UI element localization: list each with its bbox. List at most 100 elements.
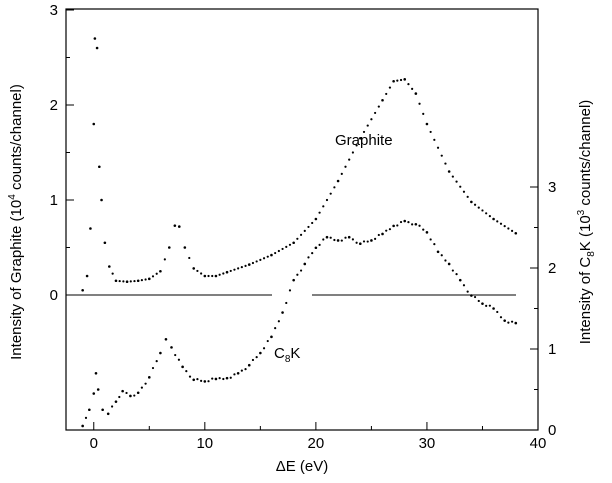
right-tick-label: 1	[548, 341, 556, 358]
series-label-graphite: Graphite	[335, 132, 393, 149]
data-point-graphite	[177, 225, 181, 228]
data-point-graphite	[325, 198, 329, 202]
data-point-graphite	[262, 257, 266, 260]
data-point-graphite	[311, 221, 314, 225]
data-point-graphite	[307, 225, 310, 229]
x-axis-ticks: 0 10 20 30 40	[90, 422, 546, 452]
data-point-graphite	[503, 225, 506, 228]
data-point-c8k	[296, 273, 299, 276]
data-point-graphite	[95, 46, 99, 50]
data-point-c8k	[399, 220, 403, 224]
data-point-graphite	[140, 279, 143, 282]
data-point-c8k	[281, 311, 284, 314]
data-point-c8k	[403, 219, 407, 223]
data-point-graphite	[344, 165, 347, 168]
data-point-graphite	[237, 267, 240, 270]
data-point-graphite	[470, 200, 473, 204]
data-point-c8k	[214, 377, 218, 381]
data-point-graphite	[173, 224, 177, 227]
data-point-graphite	[167, 246, 171, 249]
data-point-c8k	[196, 378, 199, 381]
x-axis-title: ΔE (eV)	[276, 458, 329, 475]
data-point-graphite	[292, 241, 295, 245]
data-point-c8k	[188, 375, 192, 378]
data-point-c8k	[418, 224, 421, 227]
data-point-graphite	[422, 112, 425, 115]
data-point-c8k	[440, 254, 443, 257]
left-tick-label: 0	[50, 287, 58, 304]
data-point-c8k	[303, 262, 307, 266]
data-point-c8k	[236, 372, 240, 375]
data-point-c8k	[203, 380, 207, 383]
data-point-c8k	[218, 377, 221, 380]
data-point-c8k	[507, 321, 510, 324]
data-point-graphite	[296, 237, 299, 240]
data-point-c8k	[492, 307, 495, 310]
data-point-c8k	[155, 360, 158, 363]
data-point-c8k	[444, 259, 447, 262]
data-point-c8k	[92, 392, 96, 395]
data-point-c8k	[81, 424, 84, 428]
data-point-graphite	[118, 279, 121, 283]
data-point-graphite	[329, 192, 332, 195]
data-point-c8k	[106, 412, 110, 416]
data-point-graphite	[136, 279, 140, 283]
data-point-c8k	[151, 366, 155, 370]
data-point-c8k	[455, 273, 458, 276]
data-point-graphite	[340, 172, 343, 175]
data-point-graphite	[277, 249, 280, 253]
data-point-c8k	[374, 237, 377, 240]
left-axis-title: Intensity of Graphite (104 counts/channe…	[7, 84, 25, 360]
data-point-graphite	[318, 211, 321, 214]
data-point-graphite	[440, 154, 443, 157]
data-point-graphite	[411, 87, 414, 90]
data-point-graphite	[270, 253, 273, 257]
data-point-c8k	[84, 416, 88, 419]
data-point-c8k	[255, 356, 258, 359]
data-point-c8k	[366, 240, 369, 243]
data-point-graphite	[222, 272, 225, 275]
data-point-graphite	[285, 245, 288, 248]
data-point-graphite	[433, 138, 436, 141]
data-point-graphite	[436, 146, 440, 149]
data-point-graphite	[374, 111, 377, 115]
data-point-graphite	[281, 247, 284, 251]
data-point-graphite	[111, 272, 114, 275]
data-point-graphite	[303, 229, 306, 232]
data-point-graphite	[218, 273, 221, 276]
data-point-c8k	[333, 238, 336, 242]
data-point-c8k	[392, 224, 395, 228]
data-point-graphite	[266, 255, 269, 258]
data-point-c8k	[94, 372, 98, 375]
data-point-c8k	[185, 370, 188, 373]
data-point-graphite	[192, 267, 196, 270]
data-point-graphite	[98, 165, 101, 169]
data-point-graphite	[477, 206, 480, 209]
data-point-graphite	[288, 243, 292, 246]
right-axis-title: Intensity of C8K (103 counts/channel)	[576, 100, 597, 345]
data-point-graphite	[211, 274, 214, 278]
data-point-c8k	[503, 319, 506, 322]
data-point-c8k	[285, 301, 288, 305]
data-point-graphite	[396, 79, 399, 82]
data-point-graphite	[418, 102, 421, 105]
data-point-c8k	[144, 382, 147, 385]
data-point-c8k	[259, 351, 262, 355]
data-point-graphite	[188, 256, 191, 260]
data-point-c8k	[473, 295, 477, 299]
data-point-c8k	[407, 221, 410, 224]
data-point-c8k	[274, 327, 277, 330]
data-point-graphite	[244, 264, 247, 267]
data-point-c8k	[121, 389, 124, 393]
data-point-graphite	[108, 265, 111, 268]
data-point-graphite	[314, 217, 318, 221]
data-point-c8k	[118, 395, 121, 399]
data-point-graphite	[93, 37, 97, 40]
data-point-graphite	[129, 280, 132, 283]
data-point-c8k	[414, 222, 418, 226]
data-point-graphite	[381, 98, 384, 102]
data-point-c8k	[429, 238, 432, 241]
data-point-c8k	[359, 242, 362, 245]
data-point-graphite	[510, 229, 514, 232]
